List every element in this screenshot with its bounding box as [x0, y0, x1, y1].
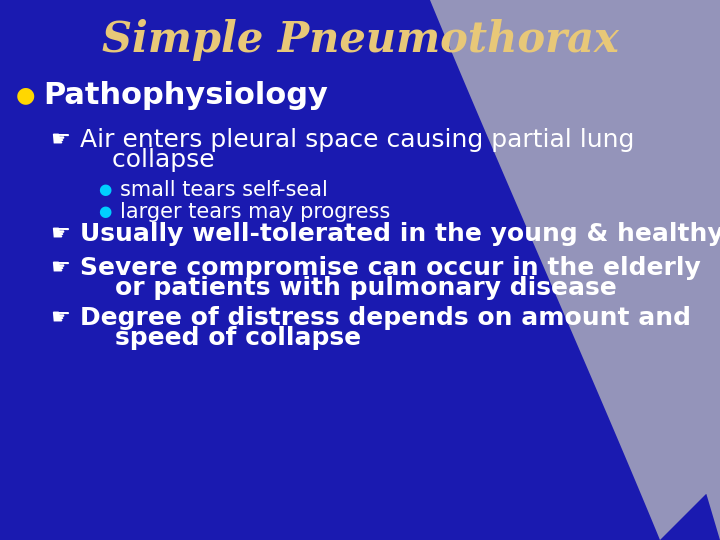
- Text: speed of collapse: speed of collapse: [80, 326, 361, 350]
- Text: Degree of distress depends on amount and: Degree of distress depends on amount and: [80, 306, 691, 330]
- Text: ☛: ☛: [50, 308, 70, 328]
- Text: ●: ●: [99, 205, 112, 219]
- Text: ☛: ☛: [50, 224, 70, 244]
- Text: Severe compromise can occur in the elderly: Severe compromise can occur in the elder…: [80, 256, 701, 280]
- Text: ●: ●: [99, 183, 112, 198]
- Text: ☛: ☛: [50, 130, 70, 150]
- Polygon shape: [430, 0, 720, 540]
- Text: ●: ●: [15, 85, 35, 105]
- Text: Simple Pneumothorax: Simple Pneumothorax: [102, 19, 618, 61]
- Text: or patients with pulmonary disease: or patients with pulmonary disease: [80, 276, 617, 300]
- Text: collapse: collapse: [80, 148, 215, 172]
- Text: Air enters pleural space causing partial lung: Air enters pleural space causing partial…: [80, 128, 634, 152]
- Text: Pathophysiology: Pathophysiology: [43, 80, 328, 110]
- Text: ☛: ☛: [50, 258, 70, 278]
- Text: small tears self-seal: small tears self-seal: [120, 180, 328, 200]
- Text: larger tears may progress: larger tears may progress: [120, 202, 390, 222]
- Text: Usually well-tolerated in the young & healthy: Usually well-tolerated in the young & he…: [80, 222, 720, 246]
